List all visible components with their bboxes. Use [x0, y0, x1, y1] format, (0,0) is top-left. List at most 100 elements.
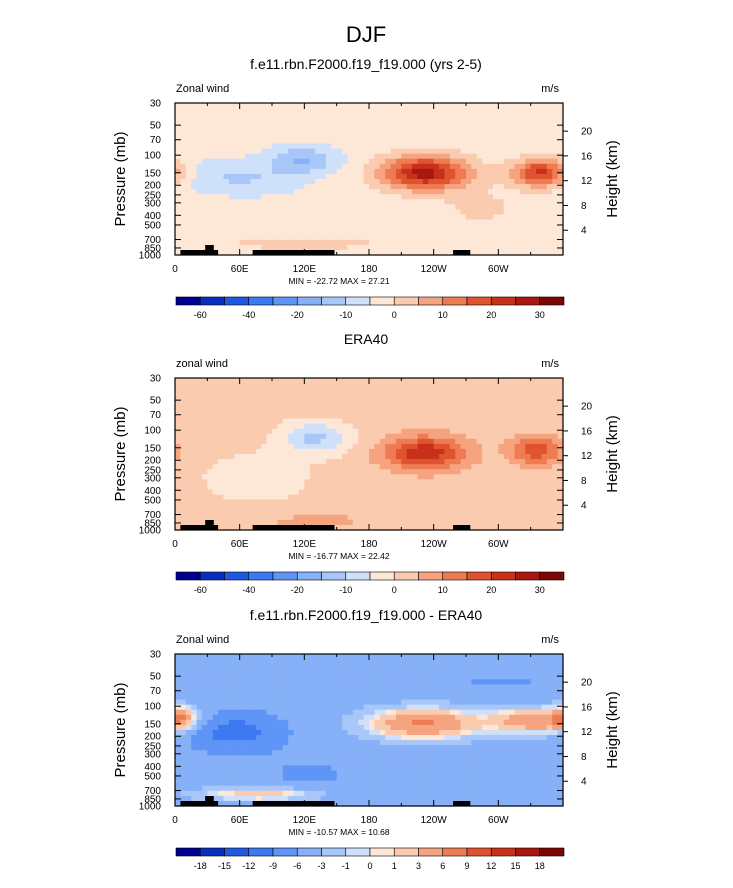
contour-cell: [180, 383, 187, 389]
contour-cell: [288, 509, 295, 516]
contour-cell: [207, 504, 214, 511]
contour-cell: [196, 494, 203, 501]
contour-cell: [180, 654, 187, 660]
contour-cell: [487, 448, 494, 455]
contour-cell: [374, 664, 381, 670]
contour-cell: [428, 388, 435, 394]
contour-cell: [261, 184, 268, 190]
contour-cell: [288, 209, 295, 216]
contour-cell: [320, 489, 327, 496]
contour-cell: [422, 448, 429, 455]
contour-cell: [336, 128, 343, 134]
contour-cell: [282, 398, 289, 404]
contour-cell: [239, 123, 246, 129]
contour-cell: [552, 423, 559, 430]
contour-cell: [180, 143, 187, 150]
contour-cell: [347, 249, 354, 256]
contour-cell: [471, 459, 478, 465]
contour-cell: [277, 514, 284, 521]
contour-cell: [320, 438, 327, 445]
contour-cell: [255, 209, 262, 216]
contour-cell: [541, 123, 548, 129]
contour-cell: [412, 113, 419, 119]
contour-cell: [536, 669, 543, 675]
contour-cell: [223, 249, 230, 256]
contour-cell: [498, 239, 505, 246]
contour-cell: [433, 679, 440, 685]
contour-cell: [552, 438, 559, 445]
contour-cell: [175, 423, 181, 430]
contour-cell: [525, 204, 532, 210]
contour-cell: [218, 494, 225, 501]
contour-cell: [530, 484, 537, 491]
contour-cell: [234, 179, 241, 185]
contour-cell: [519, 113, 526, 119]
contour-cell: [466, 393, 472, 399]
contour-cell: [395, 244, 402, 251]
contour-cell: [460, 209, 467, 216]
contour-cell: [315, 173, 322, 180]
contour-cell: [320, 664, 327, 670]
contour-cell: [315, 504, 322, 511]
contour-cell: [325, 199, 332, 205]
contour-cell: [293, 143, 300, 150]
contour-cell: [552, 474, 559, 480]
contour-cell: [395, 443, 402, 450]
contour-cell: [347, 669, 354, 675]
contour-cell: [201, 464, 208, 470]
contour-cell: [293, 464, 300, 470]
contour-cell: [525, 654, 532, 660]
contour-cell: [401, 163, 408, 170]
contour-cell: [304, 428, 311, 435]
contour-cell: [277, 438, 284, 445]
contour-cell: [525, 113, 532, 119]
contour-cell: [557, 239, 564, 246]
contour-cell: [536, 158, 543, 165]
contour-cell: [482, 514, 489, 521]
contour-cell: [492, 438, 499, 445]
contour-cell: [552, 509, 559, 516]
contour-cell: [272, 239, 278, 246]
contour-cell: [255, 194, 262, 200]
contour-cell: [331, 509, 338, 516]
contour-cell: [180, 184, 187, 190]
contour-cell: [272, 484, 278, 491]
contour-cell: [331, 219, 338, 226]
contour-cell: [487, 438, 494, 445]
contour-cell: [417, 179, 424, 185]
contour-cell: [196, 219, 203, 226]
contour-cell: [546, 103, 553, 109]
contour-cell: [175, 229, 181, 236]
contour-cell: [304, 123, 311, 129]
contour-cell: [385, 654, 392, 660]
contour-cell: [185, 163, 192, 170]
contour-cell: [277, 443, 284, 450]
contour-cell: [336, 519, 343, 526]
contour-cell: [422, 153, 429, 160]
contour-cell: [455, 674, 462, 680]
contour-cell: [331, 489, 338, 496]
contour-cell: [223, 173, 230, 180]
contour-cell: [536, 398, 543, 404]
contour-cell: [455, 244, 462, 251]
contour-cell: [293, 509, 300, 516]
contour-cell: [557, 229, 564, 236]
contour-cell: [175, 143, 181, 150]
contour-cell: [212, 143, 219, 150]
contour-cell: [433, 118, 440, 124]
contour-cell: [358, 438, 365, 445]
contour-cell: [546, 519, 553, 526]
contour-cell: [552, 469, 559, 475]
contour-cell: [347, 504, 354, 511]
contour-cell: [218, 239, 225, 246]
contour-cell: [228, 398, 235, 404]
contour-cell: [449, 393, 456, 399]
contour-cell: [266, 108, 273, 114]
contour-cell: [261, 239, 268, 246]
contour-cell: [201, 184, 208, 190]
contour-cell: [293, 383, 300, 389]
contour-cell: [433, 108, 440, 114]
contour-cell: [272, 443, 278, 450]
contour-cell: [379, 403, 386, 409]
contour-cell: [498, 504, 505, 511]
